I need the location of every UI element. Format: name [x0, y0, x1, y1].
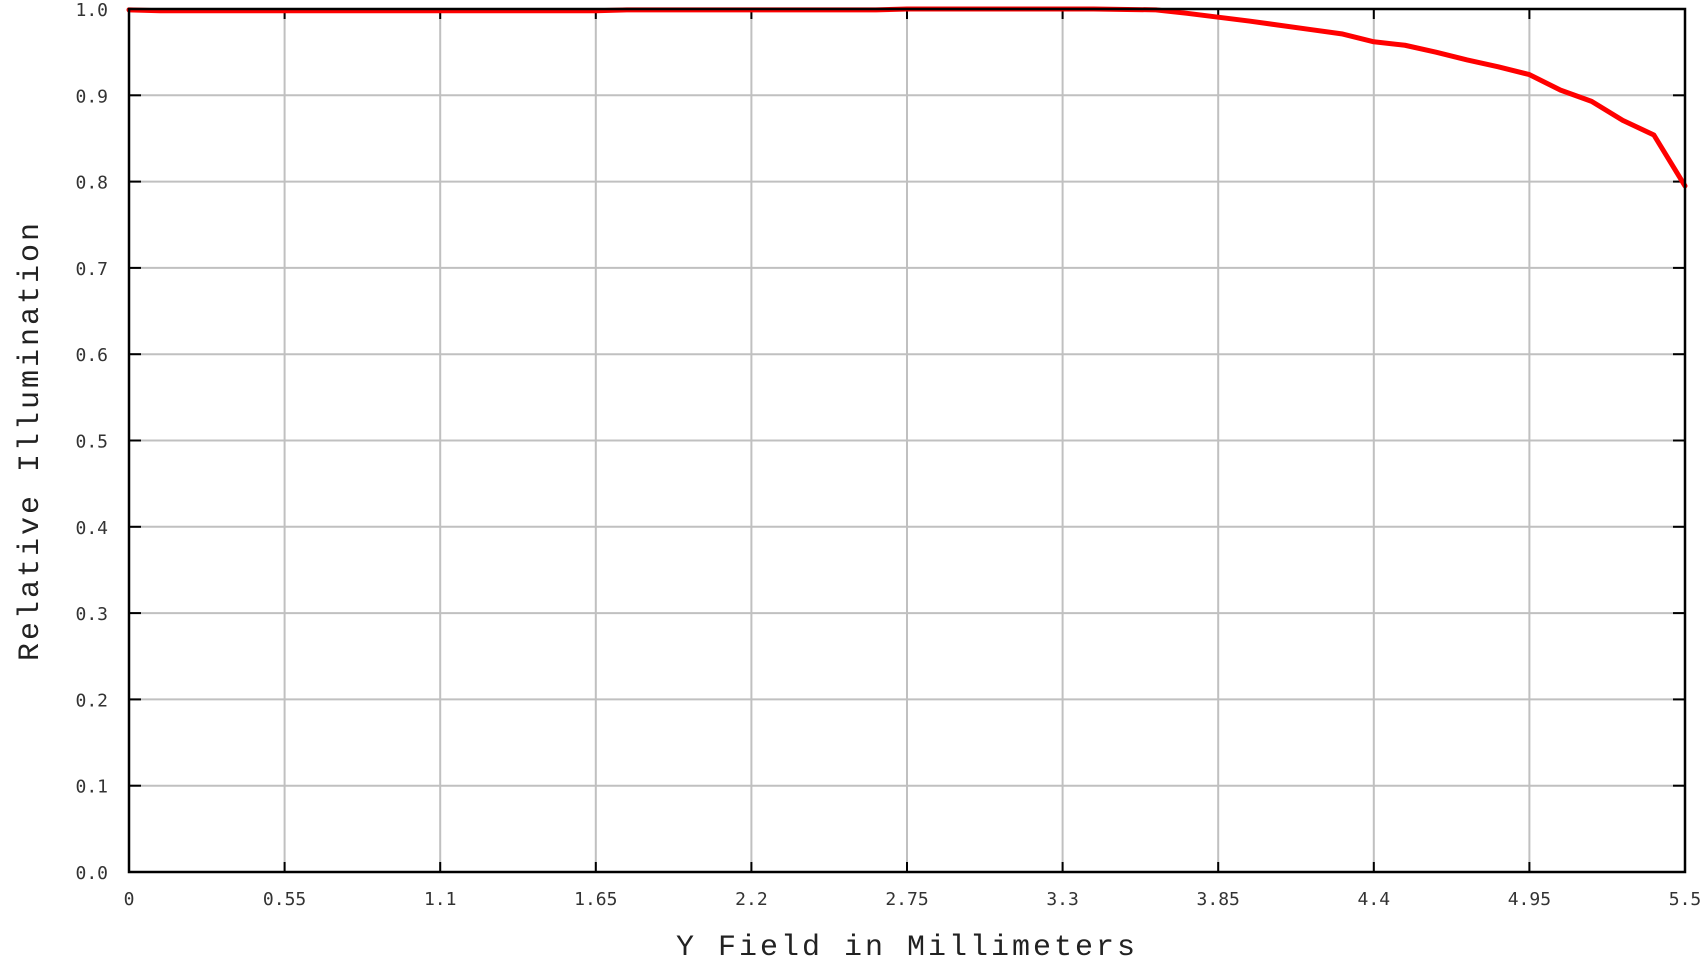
x-tick-label: 0.55: [263, 889, 306, 910]
y-tick-label: 0.0: [75, 863, 108, 884]
y-tick-label: 0.6: [75, 345, 108, 366]
y-tick-labels: 0.0 0.1 0.2 0.3 0.4 0.5 0.6 0.7 0.8 0.9 1.0: [75, 0, 108, 884]
y-axis-title: Relative Illumination: [14, 220, 48, 661]
y-tick-label: 0.3: [75, 604, 108, 625]
x-tick-label: 2.75: [885, 889, 928, 910]
x-axis-title: Y Field in Millimeters: [676, 931, 1138, 965]
plot-frame: [127, 7, 1687, 874]
x-tick-label: 4.4: [1358, 889, 1391, 910]
y-tick-label: 0.7: [75, 259, 108, 280]
y-tick-label: 0.4: [75, 518, 108, 539]
y-tick-label: 1.0: [75, 0, 108, 21]
y-tick-label: 0.8: [75, 173, 108, 194]
y-tick-label: 0.5: [75, 432, 108, 453]
grid: [128, 8, 1686, 873]
y-tick-label: 0.2: [75, 690, 108, 711]
x-tick-label: 1.65: [574, 889, 617, 910]
y-tick-label: 0.9: [75, 86, 108, 107]
x-tick-label: 2.2: [735, 889, 768, 910]
x-tick-label: 4.95: [1508, 889, 1551, 910]
y-tick-label: 0.1: [75, 777, 108, 798]
x-tick-label: 0: [124, 889, 135, 910]
x-tick-label: 3.85: [1197, 889, 1240, 910]
x-tick-label: 5.5: [1669, 889, 1702, 910]
x-tick-label: 1.1: [424, 889, 457, 910]
x-tick-labels: 0 0.55 1.1 1.65 2.2 2.75 3.3 3.85 4.4 4.95 5.5: [124, 889, 1702, 910]
x-tick-label: 3.3: [1046, 889, 1079, 910]
